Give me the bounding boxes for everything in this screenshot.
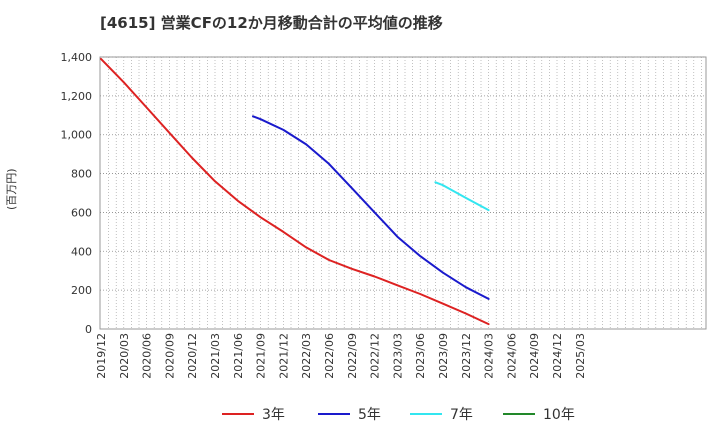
x-tick-label: 2023/09 (437, 333, 450, 379)
x-tick-label: 2024/12 (551, 333, 564, 379)
y-tick-label: 1,200 (61, 90, 93, 103)
legend[interactable]: 3年 5年 7年 10年 (222, 407, 575, 423)
x-tick-label: 2023/12 (460, 333, 473, 379)
y-tick-label: 800 (71, 168, 92, 181)
x-tick-label: 2023/06 (414, 333, 427, 379)
y-tick-label: 1,000 (61, 129, 93, 142)
x-tick-label: 2021/09 (255, 333, 268, 379)
x-tick-label: 2020/03 (118, 333, 131, 379)
x-tick-label: 2020/12 (186, 333, 199, 379)
x-tick-label: 2024/09 (528, 333, 541, 379)
x-tick-label: 2022/06 (323, 333, 336, 379)
x-tick-label: 2021/06 (232, 333, 245, 379)
x-tick-label: 2020/09 (163, 333, 176, 379)
plot-area (99, 56, 707, 330)
x-tick-label: 2020/06 (141, 333, 154, 379)
x-tick-label: 2025/03 (574, 333, 587, 379)
x-tick-label: 2022/09 (346, 333, 359, 379)
y-tick-label: 200 (71, 284, 92, 297)
legend-label: 5年 (358, 407, 381, 423)
x-tick-label: 2019/12 (95, 333, 108, 379)
series-lines (100, 57, 490, 326)
x-tick-label: 2022/03 (300, 333, 313, 379)
legend-label: 10年 (543, 407, 575, 423)
legend-label: 3年 (262, 407, 285, 423)
x-tick-label: 2021/12 (277, 333, 290, 379)
legend-label: 7年 (450, 407, 473, 423)
x-tick-label: 2024/06 (505, 333, 518, 379)
y-tick-label: 1,400 (61, 51, 93, 64)
chart-title: [4615] 営業CFの12か月移動合計の平均値の推移 (100, 14, 443, 32)
series-line-7年 (434, 181, 490, 212)
y-tick-label: 0 (85, 323, 92, 336)
y-axis-ticks: 0 200 400 600 800 1,000 1,200 1,400 (61, 51, 93, 336)
x-axis-ticks: 2019/12 2020/03 2020/06 2020/09 2020/12 2021/… (95, 333, 587, 379)
y-tick-label: 400 (71, 245, 92, 258)
x-tick-label: 2021/03 (209, 333, 222, 379)
x-tick-label: 2022/12 (369, 333, 382, 379)
series-line-3年 (100, 57, 490, 326)
gridlines (100, 56, 706, 329)
x-tick-label: 2023/03 (391, 333, 404, 379)
x-tick-label: 2024/03 (483, 333, 496, 379)
series-line-5年 (252, 115, 490, 300)
y-tick-label: 600 (71, 206, 92, 219)
